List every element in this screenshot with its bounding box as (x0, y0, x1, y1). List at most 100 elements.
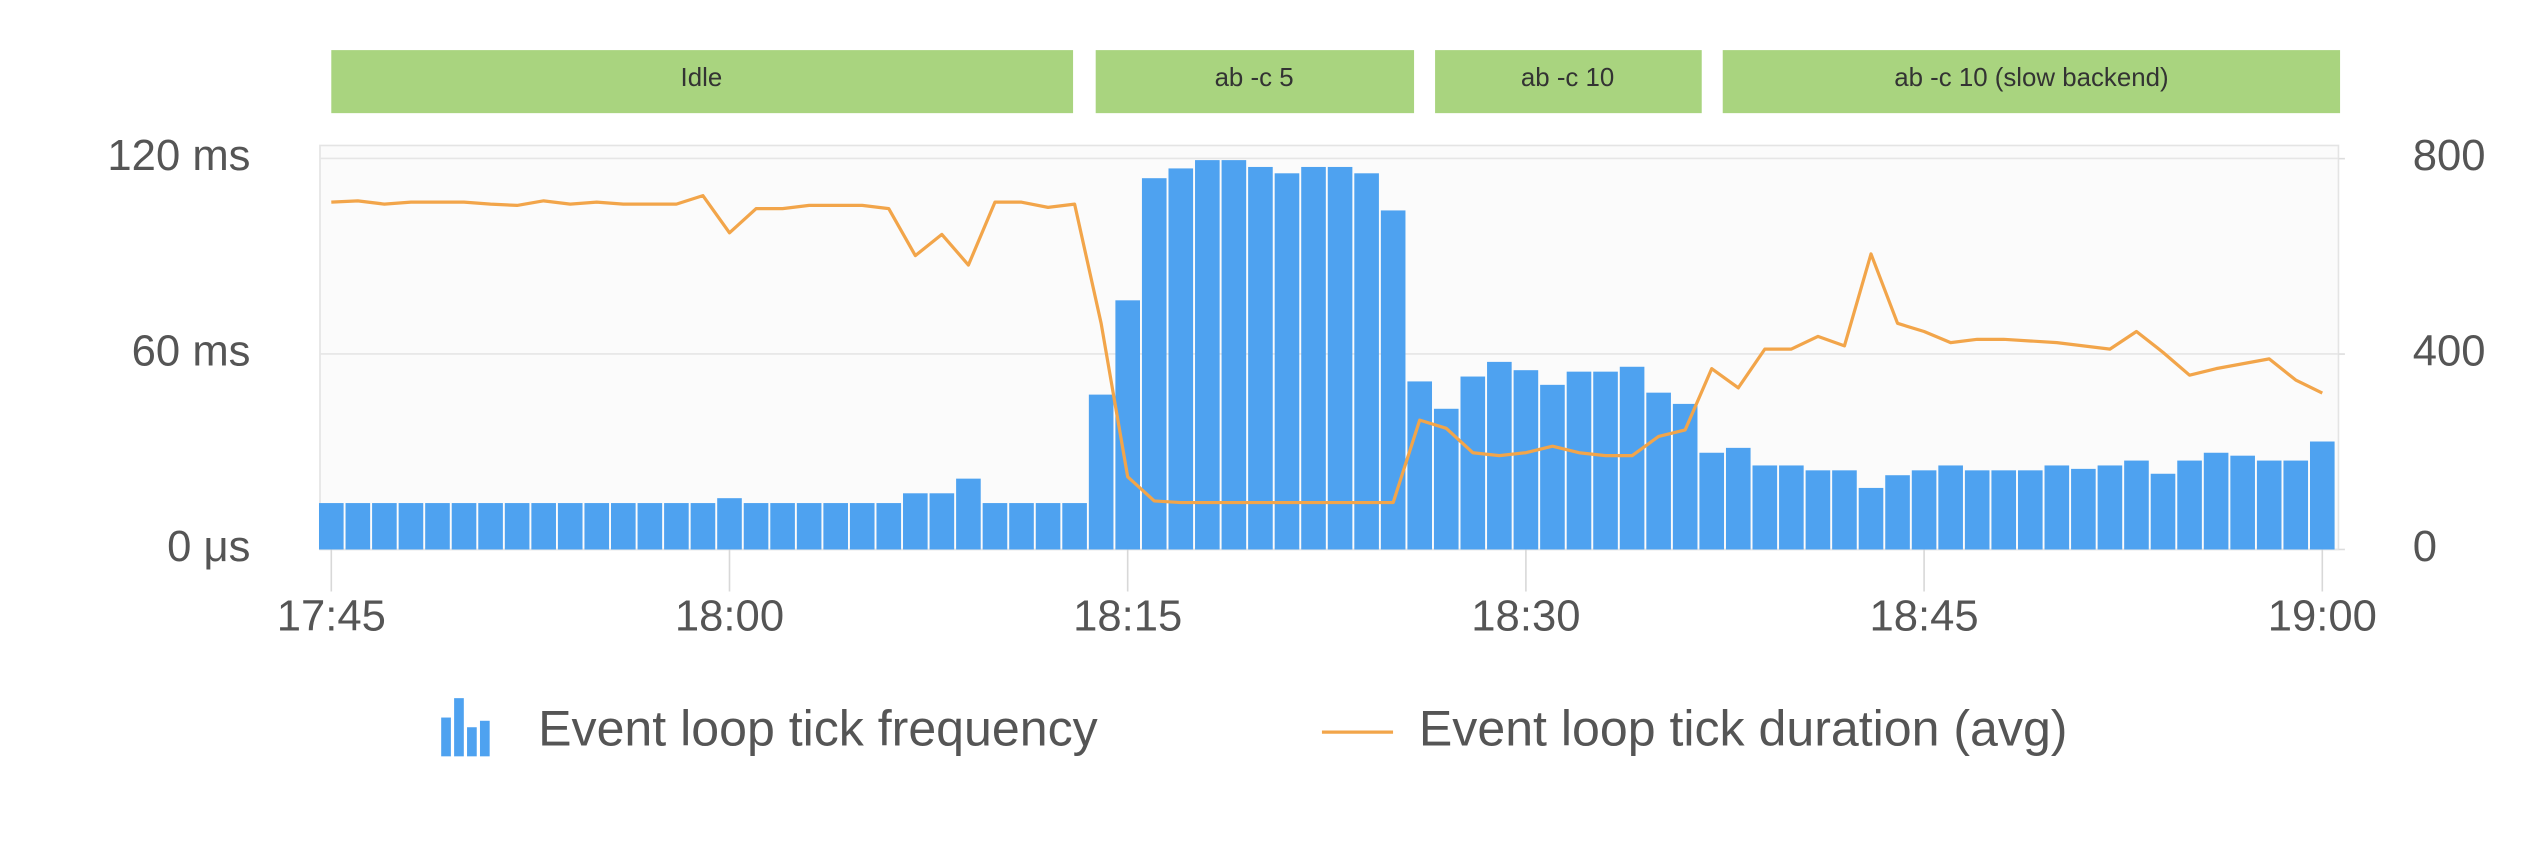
y-tick-label: 120 ms (107, 132, 250, 180)
phase-label: ab -c 10 (1521, 64, 1614, 92)
bar (2177, 460, 2202, 550)
phase-box (1435, 50, 1702, 114)
phase-label: ab -c 5 (1215, 64, 1294, 92)
bar (1035, 503, 1061, 550)
bar (1274, 173, 1300, 550)
bar (2044, 465, 2070, 550)
bar (823, 503, 848, 550)
y2-tick-label: 400 (2413, 328, 2486, 376)
bar (903, 493, 928, 550)
bar (2309, 441, 2335, 550)
bar (425, 503, 450, 550)
bar (1991, 470, 2017, 550)
bar (1513, 370, 1539, 550)
x-tick-label: 18:15 (1073, 593, 1182, 641)
bar (1646, 392, 1671, 550)
bar (2150, 473, 2176, 550)
bar (690, 503, 716, 550)
bar (743, 503, 769, 550)
phase-box (331, 50, 1074, 114)
legend-swatch (454, 698, 464, 757)
bar (1619, 366, 1645, 550)
bar (770, 503, 795, 550)
bar (398, 503, 424, 550)
bar (557, 503, 583, 550)
x-tick-label: 18:30 (1471, 593, 1580, 641)
bar (451, 503, 477, 550)
bar (345, 503, 371, 550)
bar (1168, 168, 1194, 550)
bar (531, 503, 556, 550)
bar-series (318, 160, 2335, 550)
bar (1141, 178, 1167, 550)
bar (1195, 160, 1220, 550)
bar (1221, 160, 1247, 550)
bar (2230, 455, 2255, 550)
x-tick-label: 17:45 (277, 593, 386, 641)
bar (1540, 384, 1565, 550)
bar (664, 503, 689, 550)
bar (1911, 470, 1937, 550)
bar (478, 503, 503, 550)
x-tick-label: 18:45 (1870, 593, 1979, 641)
bar (1885, 475, 1910, 550)
bar (1088, 394, 1114, 550)
bar (637, 503, 663, 550)
bar (372, 503, 397, 550)
bar (1009, 503, 1034, 550)
bar (1752, 465, 1778, 550)
phase-label: ab -c 10 (slow backend) (1894, 64, 2168, 92)
bar (796, 503, 822, 550)
bar (849, 503, 875, 550)
bar (1858, 487, 1884, 550)
y2-tick-label: 0 (2413, 523, 2437, 571)
y2-tick-label: 800 (2413, 132, 2486, 180)
phase-bars: Idle ab -c 5 ab -c 10 ab -c 10 (slow bac… (331, 50, 2341, 114)
line (331, 194, 2324, 505)
bar (2256, 460, 2282, 550)
bar (1938, 465, 1963, 550)
bar (1805, 470, 1831, 550)
bar (1327, 166, 1353, 550)
bar (1699, 452, 1725, 550)
bar (1964, 470, 1990, 550)
legend-label: Event loop tick duration (avg) (1419, 700, 2068, 756)
bar (2124, 460, 2149, 550)
legend-swatch (467, 727, 477, 757)
x-tick-label: 19:00 (2268, 593, 2377, 641)
y-tick-label: 0 μs (167, 523, 250, 571)
bar (1301, 166, 1326, 550)
legend-swatch (441, 717, 451, 757)
bar (1062, 503, 1087, 550)
x-tick-label: 18:00 (675, 593, 784, 641)
bar (1593, 371, 1618, 550)
bar (1460, 376, 1486, 550)
bar (1566, 371, 1592, 550)
bar (929, 493, 955, 550)
bar (504, 503, 530, 550)
bar (1248, 166, 1273, 550)
bar (1354, 173, 1379, 550)
legend-swatch (479, 720, 490, 757)
bar (1433, 408, 1459, 550)
y-tick-label: 60 ms (132, 328, 251, 376)
bar (1380, 210, 1406, 550)
bar (1672, 403, 1698, 550)
bar (1832, 470, 1857, 550)
phase-label: Idle (681, 64, 723, 92)
phase-box (1722, 50, 2341, 114)
bar (2017, 470, 2043, 550)
bar (2283, 460, 2309, 550)
bar (584, 503, 610, 550)
bar (2203, 452, 2229, 550)
bar (1779, 465, 1804, 550)
bar (876, 503, 902, 550)
bar (318, 503, 344, 550)
legend: Event loop tick frequency Event loop tick… (441, 698, 2068, 757)
bar (2071, 468, 2096, 550)
bar (611, 503, 636, 550)
bar (956, 478, 981, 550)
phase-box (1095, 50, 1415, 114)
